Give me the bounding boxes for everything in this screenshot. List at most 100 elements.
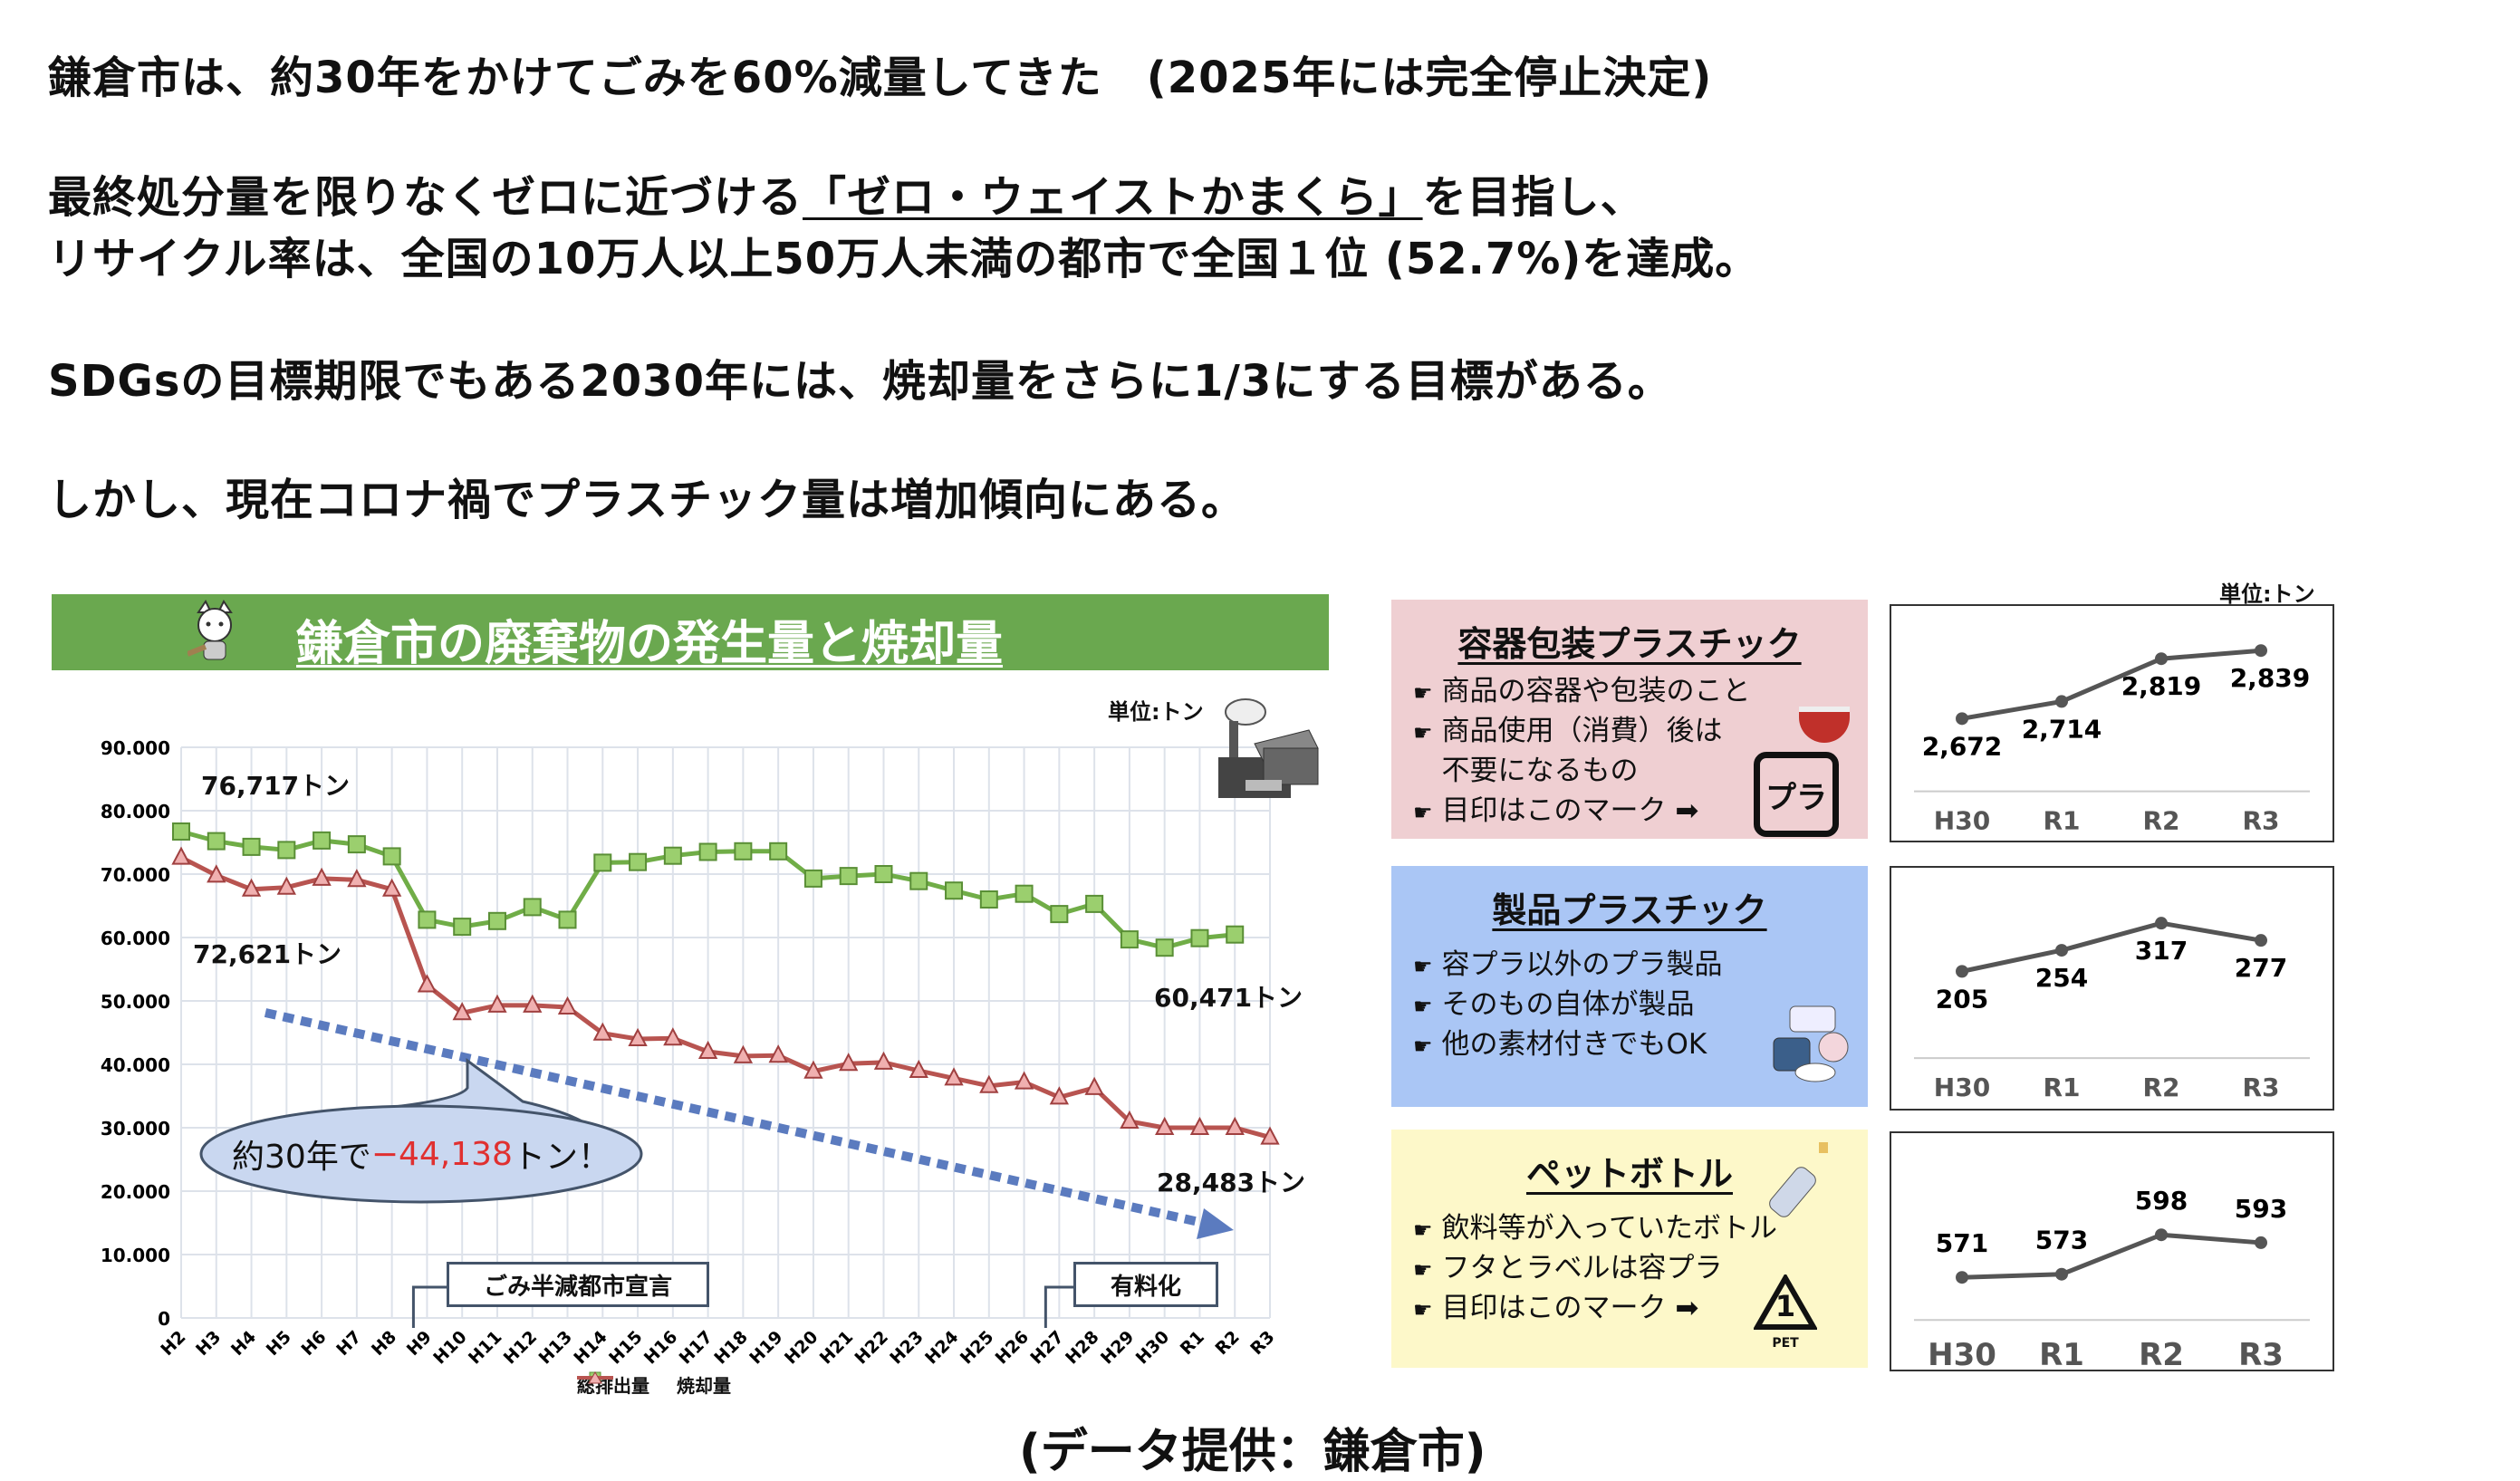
mini-line-chart: 571 H30 573 R1 598 R2 593 R3: [1890, 1131, 2334, 1373]
x-tick-label: H25: [957, 1327, 997, 1368]
series-line: [1961, 1232, 2262, 1280]
x-tick-label: H29: [1097, 1327, 1138, 1368]
label-total-start: 76,717トン: [201, 771, 351, 801]
pointing-hand-icon: ☛: [1413, 1034, 1433, 1059]
event-half-waste-declaration: ごみ半減都市宣言: [447, 1262, 709, 1307]
event-paid-collection: 有料化: [1073, 1262, 1218, 1307]
bowl-icon: [1799, 707, 1850, 743]
card-bullet: ☛ 目印はこのマーク ➡: [1413, 794, 1699, 827]
x-tick-label: R3: [2242, 806, 2279, 836]
data-point: [2155, 1228, 2168, 1242]
incineration-point: [347, 869, 367, 888]
total-point: [1155, 938, 1174, 957]
incineration-point: [839, 1053, 859, 1072]
x-tick-label: R2: [2139, 1337, 2184, 1370]
data-point: [2155, 652, 2168, 666]
total-point: [1190, 928, 1209, 947]
incineration-point: [557, 995, 578, 1015]
total-point: [172, 822, 190, 841]
data-label: 254: [2035, 963, 2088, 993]
y-tick-label: 90.000: [101, 737, 170, 759]
label-total-end: 60,471トン: [1154, 983, 1303, 1013]
x-tick-label: H15: [605, 1327, 646, 1368]
x-tick-label: R1: [2039, 1337, 2084, 1370]
total-point: [945, 881, 964, 900]
headline-1: 鎌倉市は、約30年をかけてごみを60%減量してきた (2025年には完全停止決定…: [48, 53, 1713, 103]
callout-post: トン！: [512, 1139, 611, 1176]
pla-recycle-mark-icon: プラ: [1754, 752, 1839, 837]
incineration-point: [1155, 1116, 1175, 1135]
x-tick-label: H3: [192, 1327, 225, 1360]
incineration-point: [944, 1067, 964, 1086]
card-bullet: ☛ 他の素材付きでもOK: [1413, 1028, 1707, 1061]
data-point: [2055, 944, 2068, 957]
data-label: 317: [2135, 936, 2188, 966]
x-tick-label: R2: [2142, 1072, 2179, 1102]
event-connector: [411, 1285, 447, 1328]
x-tick-label: R3: [1246, 1327, 1278, 1359]
x-tick-label: H30: [1132, 1327, 1173, 1368]
incineration-point: [733, 1044, 754, 1063]
total-point: [909, 871, 928, 890]
data-point: [2255, 1236, 2267, 1249]
incineration-point: [628, 1027, 648, 1046]
incineration-point: [768, 1044, 788, 1063]
zero-waste-kamakura: 「ゼロ・ウェイストかまくら」: [803, 172, 1423, 223]
total-point: [487, 911, 506, 930]
x-tick-label: R1: [2043, 1072, 2080, 1102]
incineration-point: [1189, 1116, 1210, 1135]
total-point: [698, 842, 717, 861]
total-point: [1050, 905, 1069, 924]
data-point: [1956, 1271, 1968, 1284]
chart-header: 鎌倉市の廃棄物の発生量と焼却量: [52, 594, 1329, 671]
total-point: [1015, 884, 1034, 903]
data-point: [2255, 644, 2267, 658]
x-tick-label: H6: [297, 1327, 330, 1360]
incineration-point: [1049, 1086, 1070, 1105]
total-point: [1085, 894, 1104, 913]
headline-2-pre: 最終処分量を限りなくゼロに近づける: [48, 172, 803, 223]
card-bullet: ☛ 商品使用（消費）後は: [1413, 715, 1723, 747]
incineration-point: [417, 974, 438, 993]
cat-mascot-icon: [188, 600, 242, 665]
chart-title: 鎌倉市の廃棄物の発生量と焼却量: [296, 617, 1004, 671]
card-bullet: ☛ 目印はこのマーク ➡: [1413, 1292, 1699, 1324]
x-tick-label: H23: [886, 1327, 927, 1368]
x-tick-label: R1: [1177, 1327, 1208, 1359]
data-point: [2055, 1267, 2068, 1281]
x-tick-label: H30: [1934, 1072, 1990, 1102]
x-tick-label: H27: [1026, 1327, 1067, 1368]
x-tick-label: R2: [2142, 806, 2179, 836]
incineration-point: [207, 864, 226, 883]
y-tick-label: 20.000: [101, 1181, 170, 1203]
pointing-hand-icon: ☛: [1413, 1257, 1433, 1283]
incineration-point: [1014, 1071, 1034, 1090]
pointing-hand-icon: ☛: [1413, 994, 1433, 1019]
headline-5: しかし、現在コロナ禍でプラスチック量は増加傾向にある。: [48, 475, 1246, 525]
total-point: [418, 910, 437, 929]
pointing-hand-icon: ☛: [1413, 1217, 1433, 1243]
x-tick-label: H5: [263, 1327, 295, 1360]
x-tick-label: H11: [465, 1327, 505, 1368]
data-source: (データ提供：鎌倉市): [1019, 1425, 1486, 1479]
total-point: [313, 831, 332, 850]
data-label: 2,839: [2230, 663, 2311, 693]
data-point: [2155, 917, 2168, 930]
total-point: [207, 832, 226, 851]
incineration-point: [312, 867, 332, 886]
callout-bubble: [199, 1104, 643, 1204]
card-bullets: ☛ 飲料等が入っていたボトル ☛ フタとラベルは容プラ ☛ 目印はこのマーク ➡: [1413, 1209, 1777, 1329]
x-tick-label: R3: [2242, 1072, 2279, 1102]
total-point: [839, 867, 858, 886]
x-tick-label: H2: [157, 1327, 189, 1360]
card-title: ペットボトル: [1525, 1154, 1733, 1194]
x-tick-label: H21: [816, 1327, 857, 1368]
pointing-hand-icon: ☛: [1413, 800, 1433, 825]
x-tick-label: H7: [332, 1327, 365, 1360]
label-incineration-end: 28,483トン: [1157, 1168, 1306, 1197]
incineration-point: [663, 1027, 683, 1046]
incineration-point: [171, 846, 191, 865]
label-incineration-start: 72,621トン: [193, 939, 342, 969]
pointing-hand-icon: ☛: [1413, 680, 1433, 706]
card-bullets: ☛ 容プラ以外のプラ製品 ☛ そのもの自体が製品 ☛ 他の素材付きでもOK: [1413, 946, 1723, 1065]
